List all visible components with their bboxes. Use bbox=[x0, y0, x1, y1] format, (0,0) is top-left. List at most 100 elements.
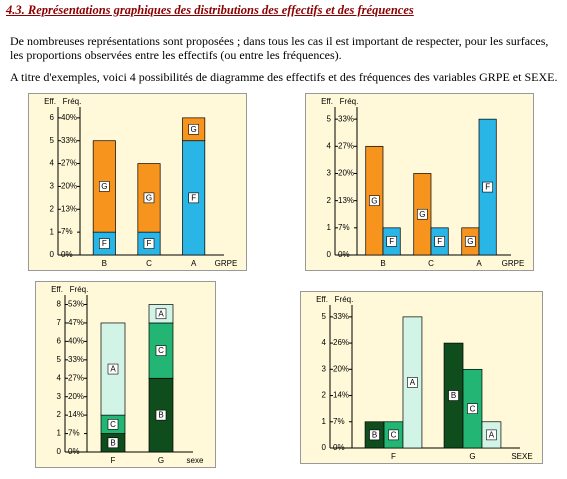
y2-tick-label: 33% bbox=[338, 114, 354, 123]
y-tick-label: 0 bbox=[327, 250, 332, 259]
y2-tick-label: 7% bbox=[338, 223, 350, 232]
bar bbox=[100, 322, 126, 416]
y2-tick-label: 27% bbox=[338, 141, 354, 150]
bar-label: B bbox=[110, 438, 115, 447]
bar-label: A bbox=[410, 378, 416, 387]
x-tick-label: B bbox=[102, 259, 107, 268]
y-tick-label: 0 bbox=[322, 443, 327, 452]
bar-label-box bbox=[386, 236, 397, 247]
y-tick-label: 5 bbox=[57, 355, 62, 364]
bar-label-box bbox=[467, 403, 478, 414]
bar-label-box bbox=[155, 409, 167, 421]
bar-label-box bbox=[143, 192, 155, 204]
bar-label-box bbox=[107, 419, 119, 430]
bar-label-box bbox=[465, 236, 476, 247]
bar-label-box bbox=[188, 192, 199, 204]
y-tick-label: 1 bbox=[327, 223, 332, 232]
x-tick-label: F bbox=[111, 456, 116, 465]
y2-tick-label: 13% bbox=[338, 196, 354, 205]
y2-tick-label: 7% bbox=[61, 227, 73, 236]
y2-tick-label: 0% bbox=[333, 443, 345, 452]
y-tick-label: 1 bbox=[57, 429, 62, 438]
x-tick-label: C bbox=[428, 259, 434, 268]
bar-label-box bbox=[369, 195, 380, 206]
y2-tick-label: 40% bbox=[68, 337, 84, 346]
bar-label: A bbox=[489, 430, 495, 439]
y-tick-label: 0 bbox=[50, 250, 55, 259]
y-axis-label: Eff. bbox=[51, 285, 63, 294]
bar-label-box bbox=[448, 390, 459, 401]
bar-label-box bbox=[188, 123, 199, 135]
bar-label-box bbox=[388, 429, 399, 441]
bar-label: G bbox=[146, 193, 152, 202]
y2-tick-label: 0% bbox=[338, 250, 350, 259]
y2-tick-label: 26% bbox=[333, 338, 349, 347]
y-tick-label: 8 bbox=[57, 300, 62, 309]
y2-axis-label: Fréq. bbox=[335, 295, 354, 304]
y2-tick-label: 27% bbox=[61, 159, 77, 168]
y-tick-label: 0 bbox=[57, 447, 62, 456]
y-tick-label: 6 bbox=[50, 113, 55, 122]
bar-label: C bbox=[158, 346, 164, 355]
bar-label-box bbox=[107, 363, 119, 375]
y-tick-label: 5 bbox=[327, 114, 332, 123]
y2-tick-label: 33% bbox=[68, 355, 84, 364]
bar-label-box bbox=[99, 181, 110, 192]
y2-axis-label: Fréq. bbox=[340, 97, 359, 106]
bar-label: G bbox=[101, 182, 107, 191]
y2-tick-label: 53% bbox=[68, 300, 84, 309]
bar-label: F bbox=[485, 183, 490, 192]
y-tick-label: 1 bbox=[50, 227, 55, 236]
bar-label: G bbox=[419, 210, 425, 219]
paragraph: A titre d'exemples, voici 4 possibilités… bbox=[10, 70, 558, 84]
bar-label: G bbox=[371, 196, 377, 205]
y2-tick-label: 14% bbox=[68, 410, 84, 419]
chart-panel bbox=[35, 281, 216, 468]
y-tick-label: 3 bbox=[322, 364, 327, 373]
y-tick-label: 2 bbox=[50, 204, 55, 213]
y-tick-label: 4 bbox=[57, 373, 62, 382]
bar-label: F bbox=[102, 239, 107, 248]
bar-label: F bbox=[147, 239, 152, 248]
y-tick-label: 5 bbox=[50, 136, 55, 145]
bar-label: B bbox=[451, 391, 456, 400]
y-tick-label: 2 bbox=[327, 196, 332, 205]
x-tick-label: G bbox=[158, 456, 164, 465]
y2-tick-label: 33% bbox=[61, 136, 77, 145]
bar-label-box bbox=[482, 181, 493, 193]
bar-label: B bbox=[372, 430, 377, 439]
bar-label: F bbox=[191, 193, 196, 202]
bar-label: A bbox=[158, 309, 164, 318]
y2-tick-label: 14% bbox=[333, 391, 349, 400]
bar-label-box bbox=[486, 429, 497, 441]
y2-tick-label: 7% bbox=[333, 417, 345, 426]
bar-label: F bbox=[437, 237, 442, 246]
y2-tick-label: 20% bbox=[338, 169, 354, 178]
y2-tick-label: 20% bbox=[61, 182, 77, 191]
y2-tick-label: 33% bbox=[333, 312, 349, 321]
y-tick-label: 3 bbox=[50, 182, 55, 191]
x-axis-label: SEXE bbox=[511, 452, 532, 461]
y-tick-label: 6 bbox=[57, 337, 62, 346]
y-tick-label: 4 bbox=[50, 159, 55, 168]
y2-tick-label: 40% bbox=[61, 113, 77, 122]
paragraph: De nombreuses représentations sont propo… bbox=[10, 34, 549, 62]
x-tick-label: G bbox=[469, 452, 475, 461]
y-axis-label: Eff. bbox=[316, 295, 328, 304]
y-tick-label: 2 bbox=[322, 391, 327, 400]
bar-label-box bbox=[143, 238, 155, 249]
x-axis-label: GRPE bbox=[215, 259, 238, 268]
bar-label-box bbox=[417, 208, 428, 220]
bar-label: F bbox=[389, 237, 394, 246]
x-tick-label: B bbox=[380, 259, 385, 268]
bar-label: C bbox=[470, 404, 476, 413]
bar-label: A bbox=[110, 365, 116, 374]
y-tick-label: 7 bbox=[57, 318, 62, 327]
x-tick-label: F bbox=[391, 452, 396, 461]
bar-label-box bbox=[369, 429, 380, 441]
y2-tick-label: 0% bbox=[68, 447, 80, 456]
x-tick-label: A bbox=[476, 259, 482, 268]
y2-tick-label: 7% bbox=[68, 429, 80, 438]
y-tick-label: 1 bbox=[322, 417, 327, 426]
